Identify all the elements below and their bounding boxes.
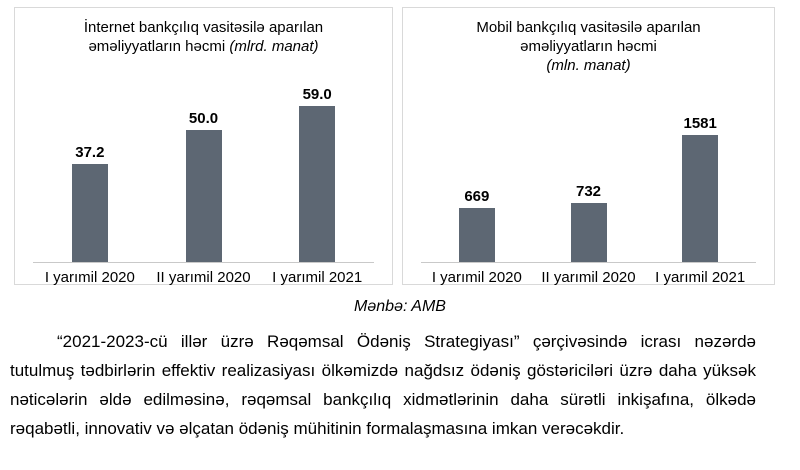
chart-title-text: İnternet bankçılıq vasitəsilə aparılan ə… — [83, 19, 324, 55]
bar — [458, 208, 495, 262]
bar — [570, 203, 607, 262]
bar — [299, 106, 336, 262]
chart-title-area: Mobil bankçılıq vasitəsilə aparılan əməl… — [403, 18, 774, 78]
bar-value-label: 50.0 — [188, 110, 219, 127]
x-axis-labels: I yarımil 2020 II yarımil 2020 I yarımil… — [421, 263, 756, 286]
bar-value-label: 732 — [575, 183, 602, 200]
bar-group: 669 — [421, 78, 533, 262]
chart-title: Mobil bankçılıq vasitəsilə aparılan əməl… — [439, 18, 739, 75]
chart-title-area: İnternet bankçılıq vasitəsilə aparılan ə… — [15, 18, 392, 78]
source-caption: Mənbə: AMB — [354, 298, 446, 315]
chart-title-text: Mobil bankçılıq vasitəsilə aparılan əməl… — [476, 19, 701, 55]
charts-row: İnternet bankçılıq vasitəsilə aparılan ə… — [14, 7, 800, 286]
x-axis-category: II yarımil 2020 — [541, 269, 636, 286]
bar-value-label: 37.2 — [75, 144, 105, 161]
bar — [71, 164, 108, 262]
bar-group: 1581 — [644, 78, 756, 262]
bar-group: 732 — [533, 78, 645, 262]
bar-group: 37.2 — [33, 78, 147, 262]
plot-area: 37.2 50.0 59.0 — [33, 78, 374, 263]
internet-banking-chart: İnternet bankçılıq vasitəsilə aparılan ə… — [14, 7, 393, 286]
x-axis-category: I yarımil 2020 — [44, 269, 135, 286]
chart-unit-label: (mln. manat) — [546, 57, 631, 74]
bar — [185, 130, 222, 262]
bar-value-label: 59.0 — [302, 86, 332, 103]
bar-group: 50.0 — [147, 78, 261, 262]
chart-unit-label: (mlrd. manat) — [229, 38, 319, 55]
x-axis-category: II yarımil 2020 — [156, 269, 251, 286]
mobile-banking-chart: Mobil bankçılıq vasitəsilə aparılan əməl… — [402, 7, 775, 286]
x-axis-category: I yarımil 2021 — [272, 269, 363, 286]
bar-value-label: 1581 — [683, 115, 717, 132]
x-axis-labels: I yarımil 2020 II yarımil 2020 I yarımil… — [33, 263, 374, 286]
chart-title: İnternet bankçılıq vasitəsilə aparılan ə… — [54, 18, 354, 56]
bar — [682, 135, 719, 262]
body-paragraph: “2021-2023-cü illər üzrə Rəqəmsal Ödəniş… — [10, 332, 756, 438]
x-axis-category: I yarımil 2021 — [655, 269, 746, 286]
bar-group: 59.0 — [260, 78, 374, 262]
bar-value-label: 669 — [464, 188, 490, 205]
x-axis-category: I yarımil 2020 — [431, 269, 522, 286]
plot-area: 669 732 1581 — [421, 78, 756, 263]
